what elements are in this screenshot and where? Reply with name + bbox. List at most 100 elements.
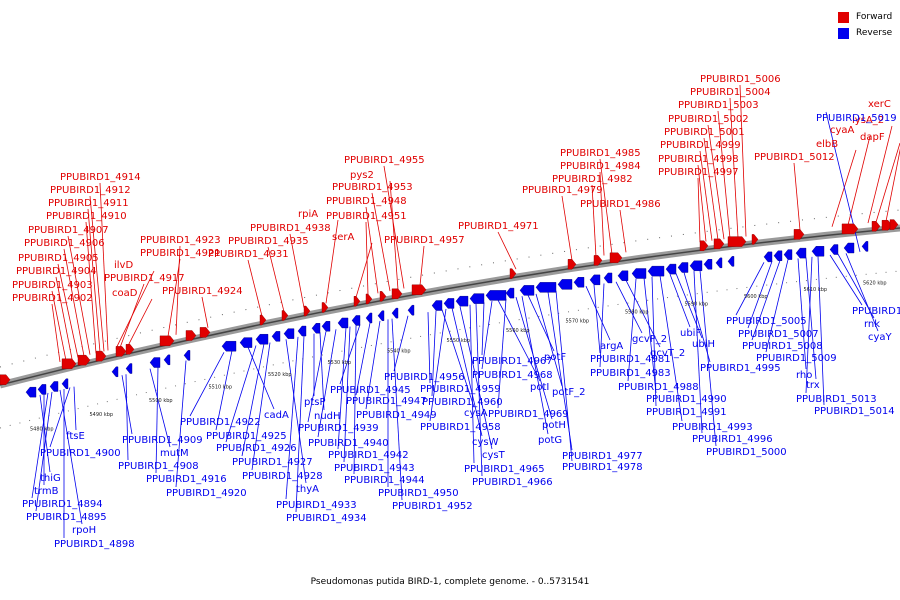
forward-gene-arrow [125,344,135,355]
forward-leader-line [325,219,339,304]
forward-leader-line [389,180,399,290]
forward-gene-label: rpiA [298,209,318,220]
reverse-gene-label: PPUBIRD1_5019 [816,113,897,124]
reverse-gene-label: PPUBIRD1_4909 [122,435,203,446]
forward-gene-arrow [0,374,11,385]
forward-leader-line [707,124,725,240]
forward-leader-line [247,259,263,317]
reverse-gene-arrow [647,265,665,277]
reverse-gene-label: PPUBIRD1_4960 [422,397,503,408]
forward-gene-label: PPUBIRD1_4912 [50,185,131,196]
forward-leader-line [793,162,801,231]
reverse-gene-label: cysA [464,408,488,419]
forward-leader-line [51,303,61,363]
reverse-gene-label: PPUBIRD1_4928 [242,471,323,482]
reverse-leader-line [805,257,817,380]
reverse-leader-line [699,270,717,447]
reverse-gene-label: PPUBIRD1_4945 [330,385,411,396]
reverse-gene-label: PPUBIRD1_4940 [308,438,389,449]
forward-gene-arrow [871,221,881,232]
reverse-gene-label: PPUBIRD1_4995 [700,363,781,374]
forward-leader-line [127,298,153,346]
reverse-leader-line [155,366,159,474]
reverse-gene-arrow [255,334,269,345]
reverse-gene-label: PPUBIRD1_4996 [692,434,773,445]
reverse-gene-arrow [163,354,171,366]
reverse-gene-arrow [25,386,37,398]
reverse-leader-line [805,256,813,394]
forward-leader-line [87,208,101,353]
forward-gene-arrow [303,305,311,317]
reverse-leader-line [317,329,337,438]
forward-gene-label: PPUBIRD1_4931 [208,249,289,260]
reverse-leader-line [39,394,51,473]
reverse-gene-arrow [485,290,507,301]
forward-gene-label: PPUBIRD1_4997 [658,167,739,178]
reverse-leader-line [659,275,683,422]
reverse-leader-line [817,256,825,406]
reverse-gene-label: potI [530,382,549,393]
reverse-gene-label: cysT [482,450,506,461]
forward-gene-label: PPUBIRD1_4935 [228,236,309,247]
reverse-leader-line [497,299,541,382]
reverse-leader-line [469,304,475,464]
forward-gene-label: cyaA [830,125,855,136]
reverse-gene-label: potH [542,420,566,431]
reverse-gene-label: PPUBIRD1_4900 [40,448,121,459]
reverse-gene-label: rpoH [72,525,96,536]
reverse-leader-line [49,387,71,448]
scale-tick-label: 5580 kbp [625,309,649,315]
forward-leader-line [383,165,405,289]
forward-leader-line [739,84,747,237]
reverse-gene-arrow [519,285,535,296]
reverse-leader-line [241,343,265,457]
scale-tick-label: 5520 kbp [268,372,292,378]
reverse-gene-label: PPUBIRD1_5014 [814,406,895,417]
reverse-gene-label: PPUBIRD1_4908 [118,461,199,472]
reverse-gene-label: PPUBIRD1_4978 [562,462,643,473]
forward-gene-arrow [77,354,91,366]
reverse-gene-arrow [455,295,469,307]
reverse-gene-label: PPUBIRD1_4916 [146,474,227,485]
forward-gene-label: PPUBIRD1_4905 [18,253,99,264]
scale-tick-label: 5620 kbp [863,281,887,287]
reverse-leader-line [355,322,371,396]
reverse-leader-line [247,347,275,410]
reverse-leader-line [593,284,601,354]
forward-gene-label: serA [332,232,354,243]
reverse-leader-line [149,368,171,448]
scale-tick-label: 5510 kbp [209,385,233,391]
forward-leader-line [57,263,79,358]
reverse-gene-label: PPUBIRD1_5000 [706,447,787,458]
reverse-gene-arrow [677,262,689,273]
reverse-gene-arrow [149,357,161,368]
forward-leader-line [699,150,713,241]
forward-gene-label: PPUBIRD1_4906 [24,238,105,249]
scale-tick-label: 5560 kbp [506,328,530,334]
forward-gene-label: elbB [816,139,838,150]
reverse-leader-line [675,273,703,339]
forward-leader-line [63,248,85,357]
reverse-gene-arrow [407,304,415,316]
reverse-leader-line [189,352,225,417]
forward-gene-arrow [609,252,623,263]
scale-tick-label: 5550 kbp [447,338,471,344]
scale-tick-label: 5570 kbp [566,318,590,324]
forward-gene-label: PPUBIRD1_4955 [344,155,425,166]
reverse-gene-arrow [715,257,723,269]
reverse-leader-line [585,286,611,341]
reverse-gene-arrow [843,242,855,254]
legend-reverse: Reverse [838,25,892,41]
reverse-gene-label: PPUBIRD1_4922 [180,417,261,428]
forward-gene-label: PPUBIRD1_4917 [104,273,185,284]
reverse-gene-arrow [727,256,735,267]
reverse-gene-label: PPUBIRD1_4933 [276,500,357,511]
forward-gene-label: PPUBIRD1_4902 [12,293,93,304]
reverse-gene-label: PPUBIRD1_4947 [346,396,427,407]
reverse-leader-line [625,280,661,348]
reverse-leader-line [337,327,347,450]
forward-gene-label: PPUBIRD1_5006 [700,74,781,85]
reverse-gene-label: PPUBIRD1_4977 [562,451,643,462]
reverse-leader-line [215,350,233,431]
reverse-gene-arrow [431,300,443,311]
